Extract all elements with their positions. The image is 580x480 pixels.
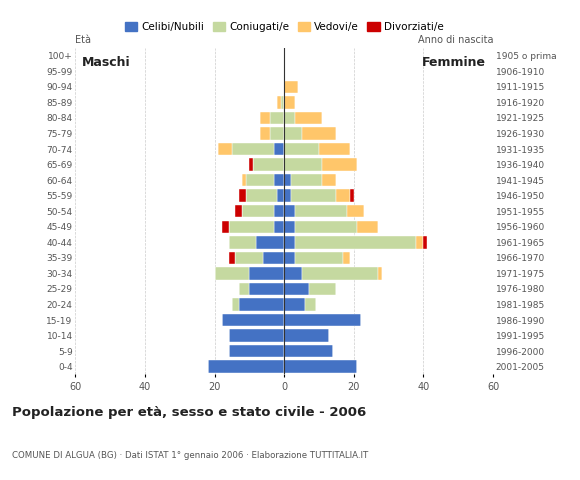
Bar — [229, 329, 284, 342]
Bar — [215, 267, 249, 279]
Bar — [284, 112, 295, 124]
Bar — [284, 236, 295, 249]
Bar — [260, 127, 270, 140]
Bar — [284, 81, 298, 93]
Bar — [284, 314, 361, 326]
Bar — [284, 127, 302, 140]
Bar — [350, 190, 354, 202]
Bar — [274, 174, 284, 186]
Text: Anno di nascita: Anno di nascita — [418, 35, 493, 45]
Bar — [284, 267, 302, 279]
Bar — [239, 298, 284, 311]
Bar — [302, 267, 378, 279]
Bar — [235, 252, 263, 264]
Bar — [232, 143, 274, 155]
Bar — [232, 298, 239, 311]
Bar — [302, 127, 336, 140]
Bar — [284, 174, 291, 186]
Bar — [246, 174, 274, 186]
Bar — [270, 127, 284, 140]
Bar — [284, 96, 295, 108]
Bar — [208, 360, 284, 373]
Text: Femmine: Femmine — [422, 56, 486, 69]
Legend: Celibi/Nubili, Coniugati/e, Vedovi/e, Divorziati/e: Celibi/Nubili, Coniugati/e, Vedovi/e, Di… — [121, 18, 448, 36]
Bar — [309, 283, 336, 295]
Text: Maschi: Maschi — [82, 56, 131, 69]
Bar — [291, 174, 322, 186]
Text: Popolazione per età, sesso e stato civile - 2006: Popolazione per età, sesso e stato civil… — [12, 406, 366, 419]
Bar — [277, 96, 281, 108]
Bar — [242, 205, 274, 217]
Bar — [253, 158, 284, 171]
Bar — [239, 190, 246, 202]
Bar — [295, 112, 322, 124]
Bar — [218, 143, 232, 155]
Bar — [284, 158, 322, 171]
Bar — [222, 314, 284, 326]
Bar — [256, 236, 284, 249]
Bar — [378, 267, 382, 279]
Bar — [284, 345, 333, 357]
Bar — [319, 143, 350, 155]
Bar — [270, 112, 284, 124]
Bar — [229, 220, 274, 233]
Bar — [284, 143, 319, 155]
Bar — [284, 283, 309, 295]
Bar — [274, 143, 284, 155]
Bar — [284, 360, 357, 373]
Bar — [295, 252, 343, 264]
Bar — [277, 190, 284, 202]
Bar — [263, 252, 284, 264]
Bar — [281, 96, 284, 108]
Bar — [322, 158, 357, 171]
Bar — [239, 283, 249, 295]
Bar — [242, 174, 246, 186]
Bar — [274, 205, 284, 217]
Bar — [416, 236, 423, 249]
Bar — [291, 190, 336, 202]
Bar — [295, 220, 357, 233]
Text: COMUNE DI ALGUA (BG) · Dati ISTAT 1° gennaio 2006 · Elaborazione TUTTITALIA.IT: COMUNE DI ALGUA (BG) · Dati ISTAT 1° gen… — [12, 451, 368, 460]
Bar — [260, 112, 270, 124]
Bar — [295, 205, 347, 217]
Bar — [249, 158, 253, 171]
Bar — [229, 345, 284, 357]
Bar — [295, 236, 416, 249]
Bar — [284, 205, 295, 217]
Bar — [423, 236, 427, 249]
Bar — [347, 205, 364, 217]
Bar — [322, 174, 336, 186]
Bar — [249, 283, 284, 295]
Bar — [336, 190, 350, 202]
Bar — [284, 329, 329, 342]
Bar — [284, 190, 291, 202]
Bar — [284, 298, 305, 311]
Bar — [246, 190, 277, 202]
Bar — [274, 220, 284, 233]
Bar — [284, 220, 295, 233]
Bar — [284, 252, 295, 264]
Bar — [222, 220, 229, 233]
Bar — [235, 205, 242, 217]
Bar — [343, 252, 350, 264]
Bar — [229, 236, 256, 249]
Bar — [229, 252, 235, 264]
Text: Età: Età — [75, 35, 92, 45]
Bar — [249, 267, 284, 279]
Bar — [357, 220, 378, 233]
Bar — [305, 298, 316, 311]
